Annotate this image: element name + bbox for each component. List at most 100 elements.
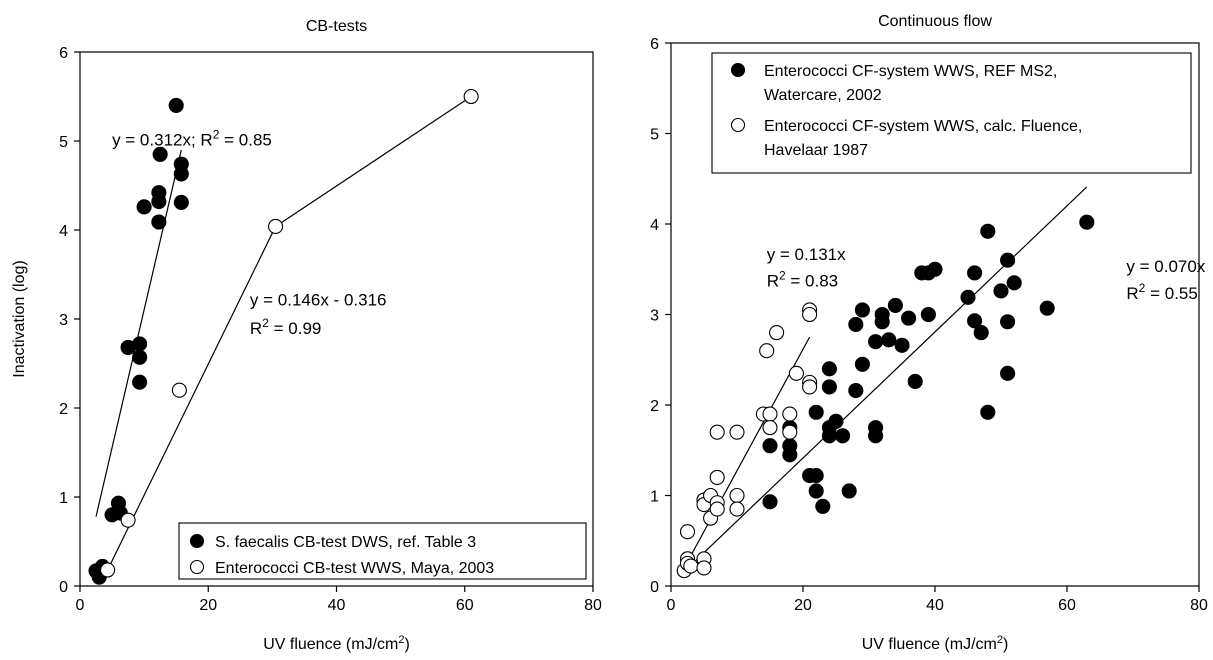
data-point xyxy=(709,424,725,440)
data-point xyxy=(788,365,804,381)
x-tick-label: 20 xyxy=(199,597,217,614)
data-point xyxy=(729,487,745,504)
fit-annotation: y = 0.312x; R2 = 0.85 xyxy=(112,127,272,149)
series-1 xyxy=(88,97,189,585)
trend-line xyxy=(683,186,1088,572)
data-point xyxy=(868,428,884,444)
trend-line xyxy=(107,226,277,571)
data-point xyxy=(874,314,890,330)
data-point xyxy=(821,428,837,444)
data-point xyxy=(168,97,184,113)
legend-label: Enterococci CB-test WWS, Maya, 2003 xyxy=(215,560,494,577)
chart-panel-2: Continuous flow 0 20 40 60 80 0 1 2 3 4 5 6 UV fluenc… xyxy=(650,13,1208,653)
data-point xyxy=(762,420,778,436)
data-point xyxy=(894,337,910,353)
data-point xyxy=(173,194,189,210)
legend-label: Enterococci CF-system WWS, REF MS2, xyxy=(764,63,1057,80)
data-point xyxy=(808,468,824,484)
data-point xyxy=(927,261,943,277)
fit-annotation: R2 = 0.83 xyxy=(767,268,838,290)
trend-line xyxy=(683,336,811,569)
legend-box xyxy=(178,522,587,580)
data-point xyxy=(729,424,745,440)
x-axis-label: UV fluence (mJ/cm2) xyxy=(263,634,410,653)
y-tick-label: 4 xyxy=(650,217,659,234)
legend-marker xyxy=(189,533,205,549)
y-tick-label: 2 xyxy=(59,401,68,418)
data-point xyxy=(802,379,818,395)
data-point xyxy=(967,265,983,281)
data-point xyxy=(136,199,152,215)
x-tick-label: 0 xyxy=(76,597,85,614)
fit-annotation: y = 0.131x xyxy=(767,245,846,264)
data-point xyxy=(920,306,936,323)
y-tick-label: 5 xyxy=(59,134,68,151)
data-point xyxy=(709,501,725,517)
series-2 xyxy=(100,88,479,578)
data-point xyxy=(268,218,284,234)
data-point xyxy=(993,283,1009,299)
fit-annotation: R2 = 0.99 xyxy=(250,316,321,338)
legend: S. faecalis CB-test DWS, ref. Table 3 Ent… xyxy=(178,522,587,580)
data-point xyxy=(841,483,857,499)
legend: Enterococci CF-system WWS, REF MS2, Water… xyxy=(711,52,1192,174)
fit-annotation: R2 = 0.55 xyxy=(1126,281,1197,303)
y-tick-label: 4 xyxy=(59,223,68,240)
legend-label: Enterococci CF-system WWS, calc. Fluence… xyxy=(764,118,1082,135)
data-point xyxy=(980,223,996,239)
y-tick-label: 2 xyxy=(650,398,659,415)
data-point xyxy=(1039,300,1055,316)
data-point xyxy=(132,336,148,352)
data-point xyxy=(821,379,837,395)
x-tick-label: 80 xyxy=(1190,597,1208,614)
data-point xyxy=(854,356,870,372)
data-point xyxy=(854,302,870,318)
series-2 xyxy=(676,302,818,579)
legend-label: Watercare, 2002 xyxy=(764,87,882,104)
data-point xyxy=(1000,252,1016,268)
y-tick-label: 0 xyxy=(59,579,68,596)
data-point xyxy=(152,146,168,162)
connecting-line xyxy=(275,96,472,227)
data-point xyxy=(171,382,187,398)
data-point xyxy=(173,166,189,182)
data-point xyxy=(782,424,798,440)
data-point xyxy=(980,404,996,420)
data-point xyxy=(1079,214,1095,230)
data-point xyxy=(901,310,917,326)
data-point xyxy=(151,214,167,230)
data-point xyxy=(808,404,824,420)
data-point xyxy=(696,560,712,576)
trend-line xyxy=(95,149,182,517)
y-tick-label: 6 xyxy=(59,45,68,62)
data-point xyxy=(782,406,798,422)
data-point xyxy=(1000,365,1016,381)
x-tick-label: 40 xyxy=(328,597,346,614)
data-point xyxy=(120,512,136,528)
y-tick-label: 6 xyxy=(650,36,659,53)
chart-panel-1: CB-tests 0 20 40 60 80 0 1 2 3 4 5 6 UV fluence (mJ/c… xyxy=(11,18,602,653)
data-point xyxy=(828,413,844,429)
data-point xyxy=(132,349,148,365)
data-point xyxy=(802,306,818,323)
x-axis-label: UV fluence (mJ/cm2) xyxy=(862,634,1009,653)
data-point xyxy=(679,524,696,540)
data-point xyxy=(848,382,864,399)
x-tick-label: 60 xyxy=(456,597,474,614)
x-tick-label: 60 xyxy=(1058,597,1076,614)
y-tick-label: 5 xyxy=(650,127,659,144)
data-point xyxy=(709,469,725,485)
data-point xyxy=(759,343,775,359)
x-tick-label: 0 xyxy=(667,597,676,614)
data-point xyxy=(100,562,116,578)
y-tick-label: 1 xyxy=(59,490,68,507)
data-point xyxy=(881,332,897,348)
data-point xyxy=(967,313,983,329)
y-tick-label: 3 xyxy=(59,312,68,329)
legend-label: S. faecalis CB-test DWS, ref. Table 3 xyxy=(215,534,476,551)
data-point xyxy=(463,88,479,105)
legend-marker xyxy=(189,559,205,575)
y-tick-label: 3 xyxy=(650,308,659,325)
